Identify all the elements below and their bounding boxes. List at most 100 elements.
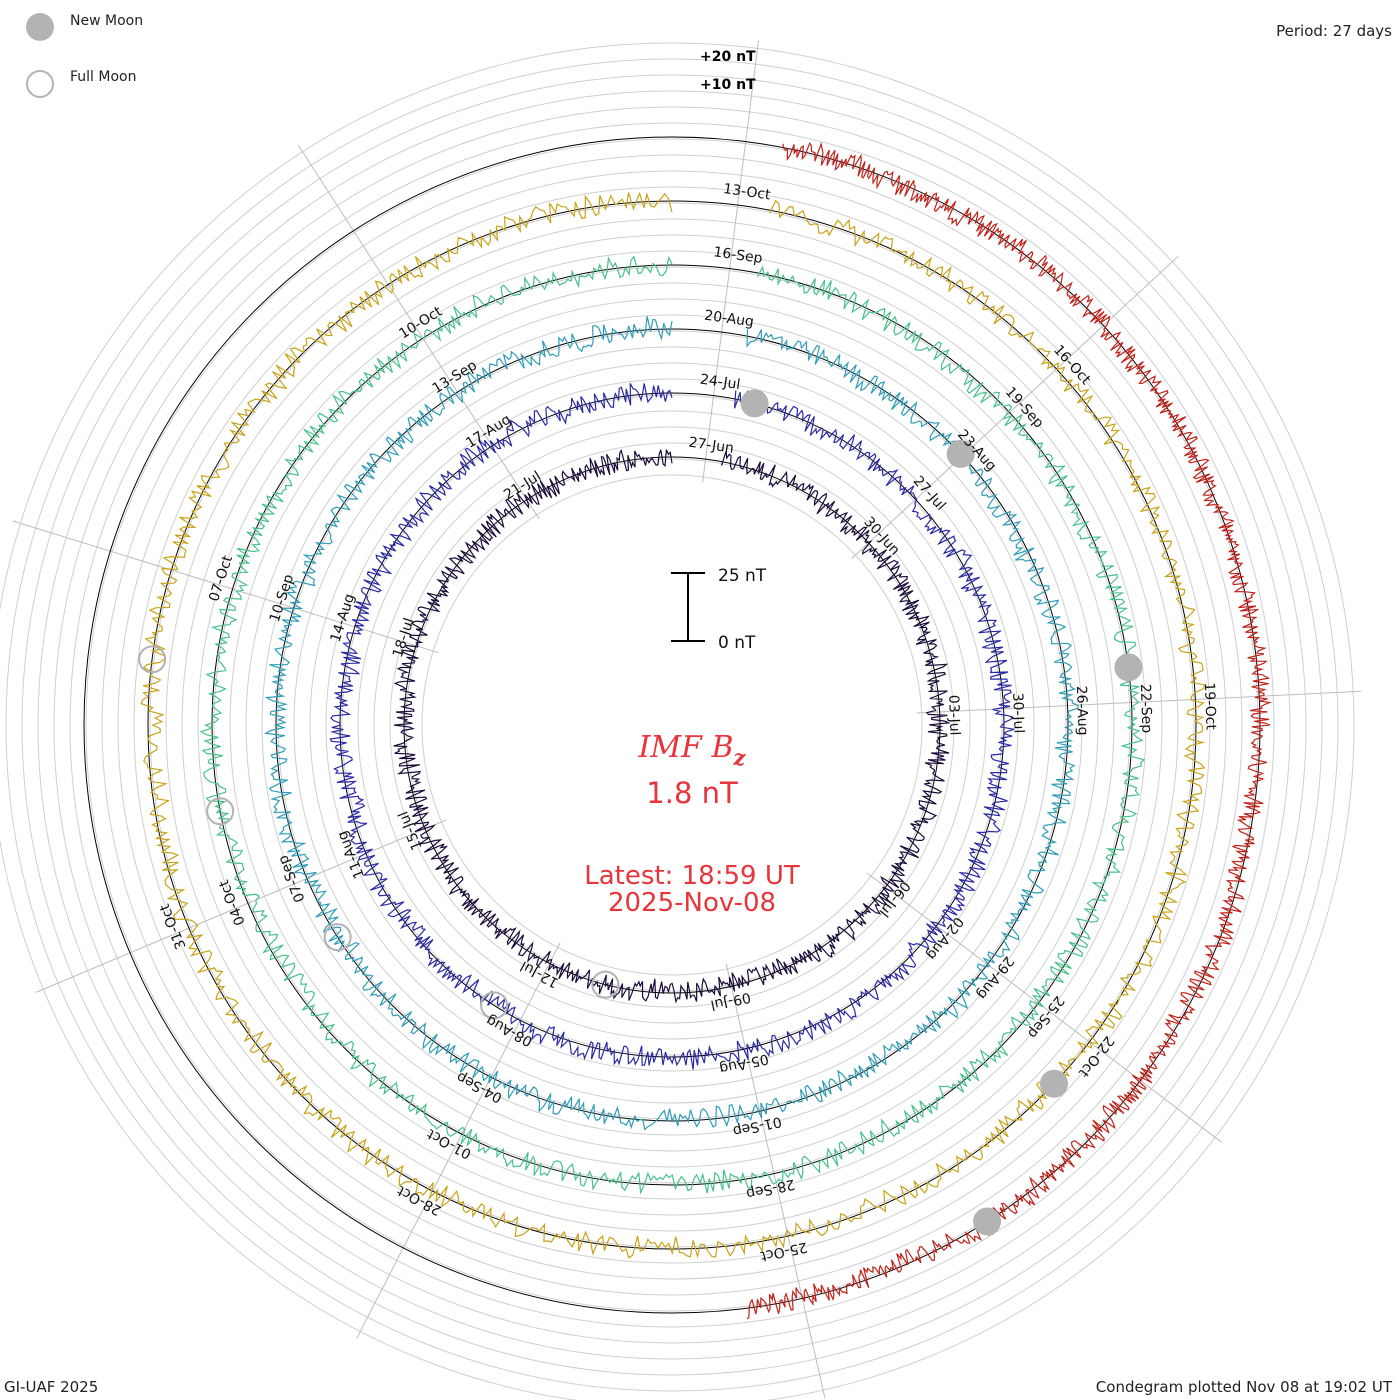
rotation-baseline xyxy=(83,136,1261,1314)
full-moon-marker xyxy=(138,645,167,674)
rotation-trace xyxy=(199,255,1146,1195)
full-moon-marker xyxy=(206,797,235,826)
grid-ring xyxy=(21,74,1323,1376)
date-tick-label: 27-Jun xyxy=(688,435,735,457)
grid-ring xyxy=(197,250,1147,1200)
date-tick-label: 01-Sep xyxy=(731,1113,783,1139)
date-tick-label: 01-Oct xyxy=(424,1125,474,1162)
date-tick-label: 12-Jul xyxy=(518,957,561,990)
grid-ring xyxy=(37,90,1307,1360)
date-tick-label: 29-Aug xyxy=(973,953,1016,1002)
rotation-baseline xyxy=(403,456,941,994)
date-tick-label: 13-Oct xyxy=(722,181,772,204)
chart-title: IMF Bz xyxy=(638,730,747,770)
scale-bar-bottom-label: 0 nT xyxy=(718,633,756,653)
new-moon-marker xyxy=(1039,1069,1068,1098)
footer-credit: GI-UAF 2025 xyxy=(4,1378,99,1396)
range-label-20: +20 nT xyxy=(700,49,756,65)
moon-markers xyxy=(138,389,1143,1236)
grid-spoke xyxy=(866,872,1222,1143)
full-moon-marker xyxy=(591,970,620,999)
grid-spoke xyxy=(35,819,447,993)
date-tick-label: 30-Jun xyxy=(860,514,902,559)
date-tick-label: 22-Sep xyxy=(1137,684,1155,734)
grid-ring xyxy=(309,362,1035,1088)
rotation-trace xyxy=(393,448,951,1004)
footer-plotted: Condegram plotted Nov 08 at 19:02 UT xyxy=(1095,1378,1392,1396)
chart-title-main: IMF B xyxy=(638,730,734,765)
grid-ring xyxy=(229,282,1115,1168)
grid-spokes xyxy=(12,40,1362,1398)
full-moon-icon xyxy=(26,70,54,98)
scale-bar-top-label: 25 nT xyxy=(718,566,767,586)
date-tick-label: 07-Sep xyxy=(275,853,308,905)
period-label: Period: 27 days xyxy=(1276,22,1392,40)
date-tick-label: 08-Aug xyxy=(484,1012,536,1050)
full-moon-marker xyxy=(323,923,352,952)
grid-ring xyxy=(101,154,1243,1296)
grid-ring xyxy=(373,426,971,1024)
new-moon-marker xyxy=(740,389,769,418)
date-tick-label: 09-Jul xyxy=(709,989,752,1013)
new-moon-icon xyxy=(26,13,54,41)
new-moon-marker xyxy=(1114,653,1143,682)
date-tick-label: 19-Oct xyxy=(1201,682,1219,731)
grid-ring xyxy=(69,122,1275,1328)
date-tick-label: 05-Aug xyxy=(718,1050,770,1076)
rotation-trace xyxy=(140,191,1206,1259)
date-tick-label: 30-Jul xyxy=(1009,692,1026,733)
grid-ring xyxy=(245,298,1099,1152)
rotation-trace xyxy=(329,383,1015,1070)
grid-ring xyxy=(405,458,939,992)
legend-full-moon-label: Full Moon xyxy=(70,69,137,85)
current-value: 1.8 nT xyxy=(646,776,738,810)
grid-ring xyxy=(0,42,1355,1400)
date-tick-label: 16-Sep xyxy=(712,244,763,267)
grid-spoke xyxy=(12,520,439,654)
grid-ring xyxy=(149,202,1195,1248)
grid-ring xyxy=(85,138,1259,1312)
date-tick-label: 16-Oct xyxy=(1050,342,1094,388)
date-tick-label: 13-Sep xyxy=(430,357,480,397)
grid-ring xyxy=(5,58,1339,1392)
grid-rings xyxy=(0,42,1355,1400)
grid-spoke xyxy=(916,690,1362,714)
latest-time: Latest: 18:59 UT xyxy=(584,861,800,891)
full-moon-marker xyxy=(480,991,509,1020)
grid-ring xyxy=(357,410,987,1040)
grid-ring xyxy=(293,346,1051,1104)
chart-title-sub: z xyxy=(733,745,747,770)
latest-date: 2025-Nov-08 xyxy=(608,888,776,918)
date-tick-label: 24-Jul xyxy=(699,372,741,393)
grid-spoke xyxy=(297,144,540,520)
grid-ring xyxy=(261,314,1083,1136)
grid-spoke xyxy=(702,40,759,482)
grid-spoke xyxy=(851,255,1179,559)
date-tick-label: 25-Sep xyxy=(1024,993,1067,1042)
rotation-baseline xyxy=(147,200,1197,1250)
date-tick-label: 27-Jul xyxy=(910,473,949,514)
grid-spoke xyxy=(356,942,561,1339)
legend-new-moon-label: New Moon xyxy=(70,13,144,29)
grid-ring xyxy=(53,106,1291,1344)
rotation-trace xyxy=(746,141,1273,1320)
new-moon-marker xyxy=(973,1207,1002,1236)
grid-ring xyxy=(181,234,1163,1216)
grid-ring xyxy=(133,186,1211,1264)
grid-ring xyxy=(117,170,1227,1280)
scale-bar: 25 nT 0 nT xyxy=(671,566,767,653)
new-moon-marker xyxy=(946,439,975,468)
date-tick-label: 04-Oct xyxy=(216,877,249,927)
range-label-10: +10 nT xyxy=(700,77,756,93)
grid-ring xyxy=(165,218,1179,1232)
grid-spoke xyxy=(725,963,826,1398)
date-tick-label: 03-Jul xyxy=(945,695,962,736)
grid-ring xyxy=(389,442,955,1008)
rotation-baseline xyxy=(211,264,1133,1186)
rotation-trace xyxy=(263,316,1079,1131)
grid-ring xyxy=(213,266,1131,1184)
date-tick-label: 31-Oct xyxy=(157,901,190,951)
data-traces xyxy=(83,136,1273,1320)
grid-ring xyxy=(325,378,1019,1072)
